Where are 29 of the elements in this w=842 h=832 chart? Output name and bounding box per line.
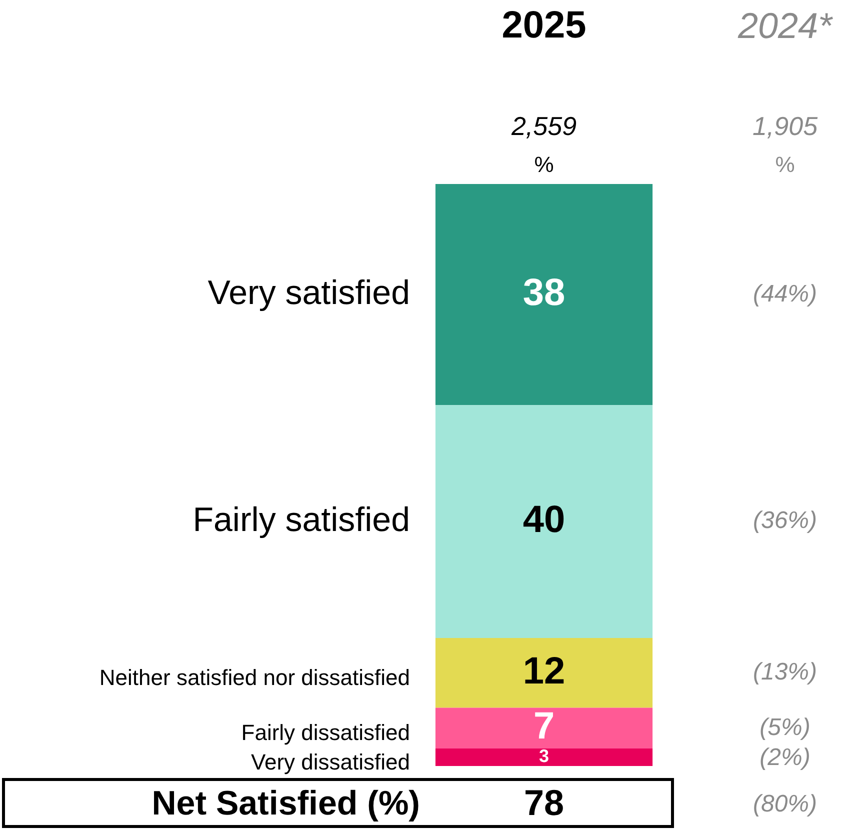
data-label: 7 [533,706,555,748]
series-label: Very satisfied [208,274,410,312]
text: 2024* [736,5,834,46]
bar [435,638,653,708]
bar [435,708,653,749]
text: (44%) [752,280,818,308]
text: % [534,152,554,178]
series-label: Fairly satisfied [192,500,410,539]
data-label: 38 [522,272,566,314]
bar [435,184,653,406]
text: (5%) [760,714,810,741]
text: 1,905 [752,111,818,142]
data-label: 12 [522,650,566,692]
text: % [775,152,795,178]
text: 78 [524,782,564,823]
text: Net Satisfied (%) [152,784,420,822]
data-label: 40 [522,499,566,542]
series-label: Very dissatisfied [251,749,410,774]
text: (2%) [760,744,810,771]
x-tick-label: 2025 [502,4,586,47]
series-label: Neither satisfied nor dissatisfied [99,664,410,690]
bar [435,748,653,766]
text: (13%) [752,658,818,686]
text: (36%) [752,507,818,534]
bar [435,405,653,638]
text: 2,559 [510,111,577,142]
text: (80%) [752,790,818,818]
data-label: 3 [538,746,550,766]
series-label: Fairly dissatisfied [241,720,410,746]
